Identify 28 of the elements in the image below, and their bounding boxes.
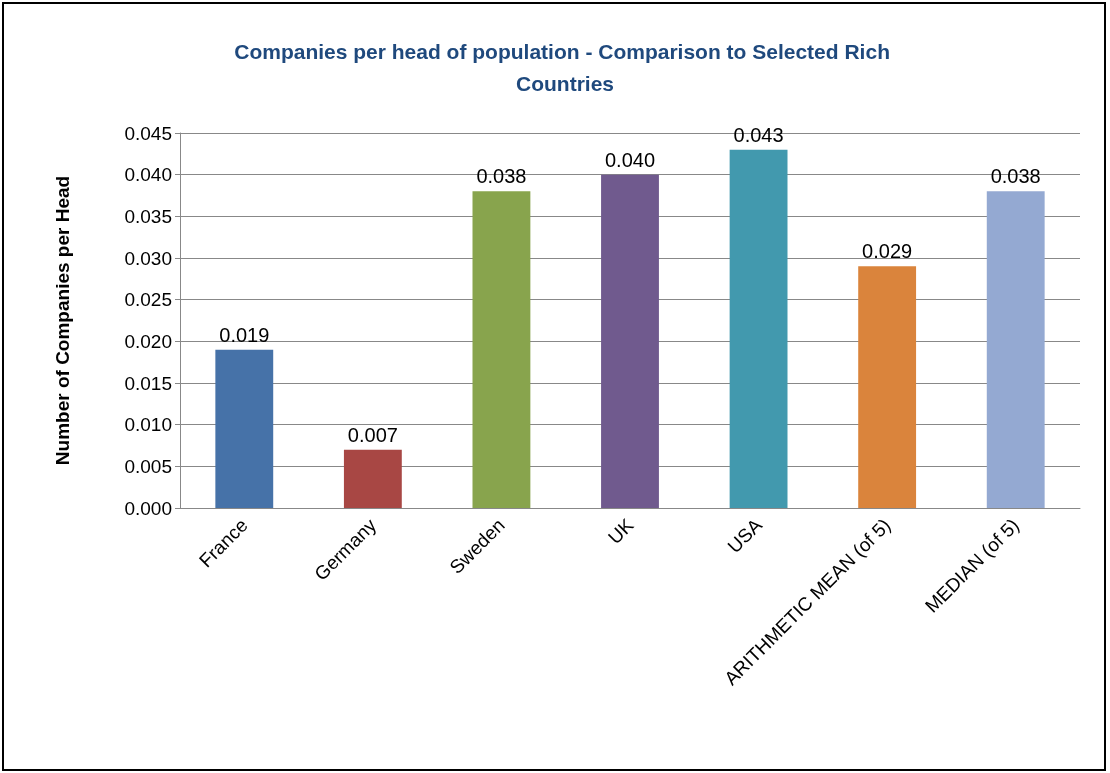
data-label: 0.043 — [733, 123, 784, 146]
y-tick-label: 0.045 — [124, 122, 172, 144]
bar — [343, 449, 402, 508]
bar — [729, 149, 788, 508]
y-tick-label: 0.030 — [124, 247, 172, 269]
bar — [601, 174, 659, 508]
y-tick-label: 0.000 — [124, 497, 172, 519]
y-tick-label: 0.020 — [124, 330, 172, 352]
bar — [215, 349, 274, 508]
x-tick-label: USA — [723, 514, 767, 558]
y-tick-label: 0.015 — [124, 372, 172, 394]
data-label: 0.040 — [604, 148, 656, 171]
y-tick-label: 0.010 — [124, 414, 172, 436]
data-label: 0.019 — [219, 323, 270, 346]
data-label: 0.007 — [347, 423, 398, 446]
y-tick-label: 0.005 — [124, 455, 172, 477]
data-label: 0.029 — [862, 240, 913, 263]
chart-title: Companies per head of population - Comparison to Selected Rich Countries — [234, 39, 896, 95]
y-tick-label: 0.025 — [124, 289, 172, 311]
x-tick-label: UK — [603, 514, 638, 549]
bar — [472, 191, 531, 508]
y-tick-label: 0.035 — [124, 205, 172, 227]
y-axis-title: Number of Companies per Head — [52, 175, 73, 466]
bar — [858, 266, 917, 508]
bar — [986, 191, 1045, 508]
data-label: 0.038 — [476, 165, 527, 188]
data-label: 0.038 — [990, 165, 1041, 188]
y-tick-label: 0.040 — [124, 164, 172, 186]
